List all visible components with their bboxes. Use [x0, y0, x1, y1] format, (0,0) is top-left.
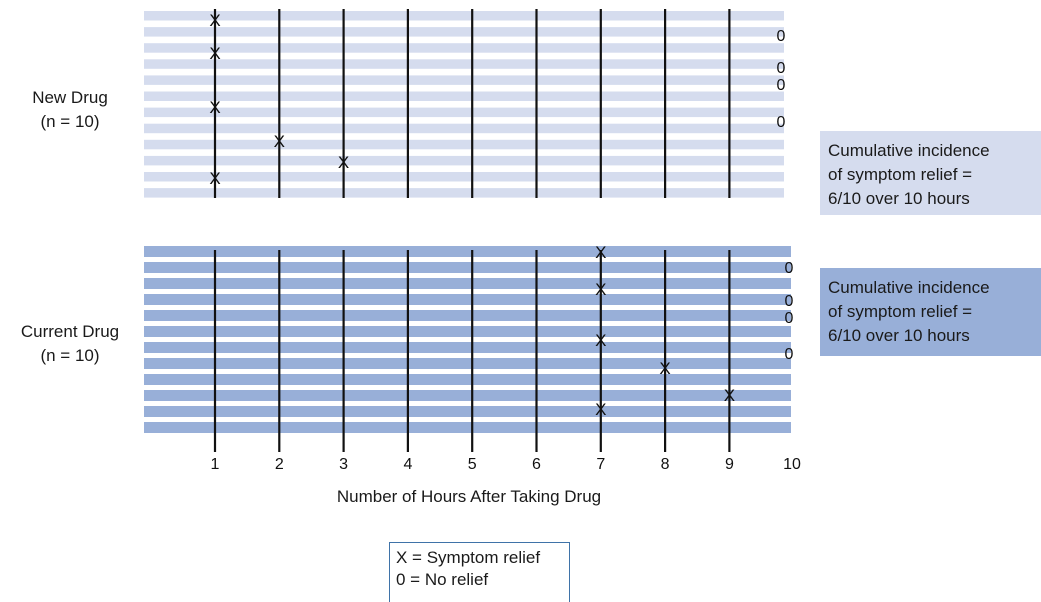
- legend-box: X = Symptom relief 0 = No relief: [389, 542, 570, 602]
- current-drug-stripe: [144, 262, 791, 273]
- x-axis-title: Number of Hours After Taking Drug: [336, 487, 602, 506]
- current-drug-summary-line2: of symptom relief =: [828, 302, 973, 321]
- new-drug-stripe: [144, 188, 784, 198]
- x-tick-label: 6: [532, 456, 541, 473]
- new-drug-stripe: [144, 75, 784, 85]
- new-drug-stripe: [144, 139, 784, 150]
- legend-no-relief: 0 = No relief: [396, 570, 489, 589]
- new-drug-stripe: [144, 27, 784, 37]
- new-drug-label-line1: New Drug: [32, 88, 108, 107]
- new-relief-marker: X: [338, 153, 349, 172]
- current-drug-stripe: [144, 374, 791, 385]
- x-tick-label: 8: [661, 456, 670, 473]
- x-tick-label: 7: [596, 456, 605, 473]
- legend-relief: X = Symptom relief: [396, 548, 541, 567]
- x-tick-label: 1: [211, 456, 220, 473]
- x-tick-label: 2: [275, 456, 284, 473]
- x-tick-label: 9: [725, 456, 734, 473]
- current-no-relief-marker: 0: [785, 293, 794, 310]
- current-drug-stripe: [144, 422, 791, 433]
- x-tick-label: 10: [783, 456, 801, 473]
- current-drug-label-line2: (n = 10): [40, 346, 100, 365]
- current-relief-marker: X: [724, 386, 735, 405]
- new-no-relief-marker: 0: [777, 114, 786, 131]
- new-relief-marker: X: [209, 44, 220, 63]
- current-drug-stripe: [144, 390, 791, 401]
- new-no-relief-marker: 0: [777, 28, 786, 45]
- new-drug-stripe: [144, 91, 784, 101]
- current-relief-marker: X: [659, 359, 670, 378]
- x-tick-label: 5: [468, 456, 477, 473]
- current-drug-label: Current Drug (n = 10): [0, 320, 140, 368]
- new-relief-marker: X: [274, 132, 285, 151]
- new-drug-summary-line3: 6/10 over 10 hours: [828, 189, 970, 208]
- current-drug-stripe: [144, 246, 791, 257]
- current-drug-stripe: [144, 310, 791, 321]
- current-drug-stripe: [144, 406, 791, 417]
- current-no-relief-marker: 0: [785, 260, 794, 277]
- new-drug-stripe: [144, 59, 784, 69]
- current-drug-summary-line1: Cumulative incidence: [828, 278, 990, 297]
- current-drug-stripe: [144, 342, 791, 353]
- current-drug-stripe: [144, 294, 791, 305]
- current-relief-marker: X: [595, 280, 606, 299]
- current-no-relief-marker: 0: [785, 346, 794, 363]
- current-no-relief-marker: 0: [785, 310, 794, 327]
- new-drug-stripe: [144, 155, 784, 166]
- new-drug-summary-box: Cumulative incidence of symptom relief =…: [820, 131, 1041, 215]
- new-drug-summary-line2: of symptom relief =: [828, 165, 973, 184]
- x-tick-label: 4: [403, 456, 412, 473]
- new-drug-summary-line1: Cumulative incidence: [828, 141, 990, 160]
- new-no-relief-marker: 0: [777, 60, 786, 77]
- current-drug-label-line1: Current Drug: [20, 322, 120, 341]
- new-relief-marker: X: [209, 11, 220, 30]
- new-drug-stripe: [144, 43, 784, 53]
- current-relief-marker: X: [595, 400, 606, 419]
- new-drug-label: New Drug (n = 10): [0, 86, 140, 134]
- new-no-relief-marker: 0: [777, 77, 786, 94]
- current-drug-stripe: [144, 278, 791, 289]
- current-drug-stripe: [144, 326, 791, 337]
- new-drug-label-line2: (n = 10): [40, 112, 100, 131]
- x-tick-label: 3: [339, 456, 348, 473]
- current-drug-summary-box: Cumulative incidence of symptom relief =…: [820, 268, 1041, 356]
- new-drug-stripe: [144, 11, 784, 21]
- new-drug-stripe: [144, 172, 784, 182]
- new-relief-marker: X: [209, 98, 220, 117]
- current-drug-summary-line3: 6/10 over 10 hours: [828, 326, 970, 345]
- new-drug-stripe: [144, 123, 784, 134]
- current-relief-marker: X: [595, 331, 606, 350]
- current-relief-marker: X: [595, 243, 606, 262]
- current-drug-stripe: [144, 358, 791, 369]
- new-relief-marker: X: [209, 169, 220, 188]
- new-drug-stripe: [144, 107, 784, 118]
